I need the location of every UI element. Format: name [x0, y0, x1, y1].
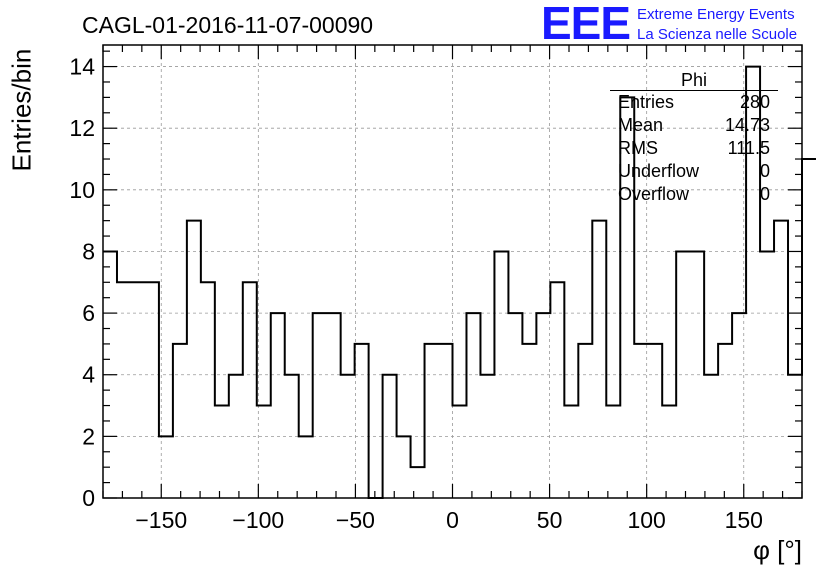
stats-key: Entries — [618, 92, 675, 112]
logo-line-1: Extreme Energy Events — [637, 6, 795, 23]
histogram-bin — [453, 406, 467, 498]
x-tick-label: 100 — [627, 507, 665, 533]
stats-value: 111.5 — [727, 138, 770, 158]
stats-value: 280 — [739, 92, 770, 112]
histogram-bin — [508, 313, 522, 498]
histogram-bin — [299, 436, 313, 498]
stats-value: 0 — [759, 161, 770, 181]
y-tick-label: 4 — [82, 362, 95, 388]
y-axis-label: Entries/bin — [6, 48, 37, 172]
histogram-bin — [634, 344, 648, 498]
histogram-bin — [411, 467, 425, 498]
stats-key: Overflow — [618, 184, 690, 204]
histogram-bin — [550, 282, 564, 498]
logo-line-2: La Scienza nelle Scuole — [637, 26, 798, 43]
stats-value: 14.73 — [724, 115, 770, 135]
stats-row-underflow: Underflow 0 — [610, 160, 778, 183]
y-tick-label: 0 — [82, 485, 95, 511]
histogram-bin — [229, 375, 243, 498]
y-tick-label: 6 — [82, 300, 95, 326]
x-axis-label: φ [°] — [753, 535, 802, 565]
stats-key: Mean — [618, 115, 664, 135]
histogram-bin — [131, 282, 145, 498]
histogram-bin — [439, 344, 453, 498]
stats-row-rms: RMS 111.5 — [610, 137, 778, 160]
x-tick-label: −100 — [232, 507, 284, 533]
y-tick-label: 2 — [82, 423, 95, 449]
histogram-bin — [676, 251, 690, 498]
stats-row-mean: Mean 14.73 — [610, 114, 778, 137]
histogram-bin — [117, 282, 131, 498]
y-tick-label: 10 — [69, 177, 95, 203]
stats-row-overflow: Overflow 0 — [610, 183, 778, 206]
histogram-bin — [522, 344, 536, 498]
x-tick-label: −50 — [336, 507, 375, 533]
histogram-bin — [341, 375, 355, 498]
histogram-bin — [606, 406, 620, 498]
axis-layer: −150 −100 −50 0 50 100 150 0 2 4 6 8 10 12 14 — [69, 44, 803, 533]
histogram-bin — [564, 406, 578, 498]
histogram-bin — [313, 313, 327, 498]
y-tick-label: 14 — [69, 54, 95, 80]
histogram-bin — [466, 313, 480, 498]
histogram-bin — [662, 406, 676, 498]
stats-row-entries: Entries 280 — [610, 91, 778, 114]
histogram-bin — [271, 313, 285, 498]
histogram-bin — [243, 282, 257, 498]
histogram-bin — [480, 375, 494, 498]
histogram-bin — [201, 282, 215, 498]
histogram-outline — [103, 65, 816, 499]
histogram-bin — [592, 221, 606, 498]
histogram-bin — [774, 221, 788, 498]
x-tick-label: 150 — [725, 507, 763, 533]
histogram-bin — [718, 344, 732, 498]
x-tick-label: 50 — [537, 507, 563, 533]
histogram-bin — [145, 282, 159, 498]
eee-logo: EEE — [541, 0, 631, 49]
histogram-bin — [578, 344, 592, 498]
y-tick-label: 8 — [82, 238, 95, 264]
histogram-bin — [760, 251, 774, 498]
histogram-bin — [690, 251, 704, 498]
histogram-bin — [327, 313, 341, 498]
histogram-bin — [494, 251, 508, 498]
x-tick-label: −150 — [135, 507, 187, 533]
histogram-bin — [802, 159, 816, 498]
stats-title: Phi — [610, 70, 778, 91]
histogram-bin — [425, 344, 439, 498]
x-tick-label: 0 — [446, 507, 459, 533]
stats-value: 0 — [759, 184, 770, 204]
histogram-bin — [355, 344, 369, 498]
histogram-bin — [383, 375, 397, 498]
histogram-bin — [173, 344, 187, 498]
histogram-bin — [732, 313, 746, 498]
y-tick-label: 12 — [69, 115, 95, 141]
stats-key: Underflow — [618, 161, 700, 181]
histogram-bin — [648, 344, 662, 498]
stats-box: Phi Entries 280 Mean 14.73 RMS 111.5 Und… — [610, 70, 778, 206]
histogram-bin — [285, 375, 299, 498]
chart-title: CAGL-01-2016-11-07-00090 — [82, 12, 374, 38]
histogram-bin — [215, 406, 229, 498]
histogram-layer — [103, 65, 816, 499]
stats-key: RMS — [618, 138, 658, 158]
histogram-bin — [187, 221, 201, 498]
histogram-bin — [704, 375, 718, 498]
histogram-bin — [536, 313, 550, 498]
histogram-bin — [397, 436, 411, 498]
